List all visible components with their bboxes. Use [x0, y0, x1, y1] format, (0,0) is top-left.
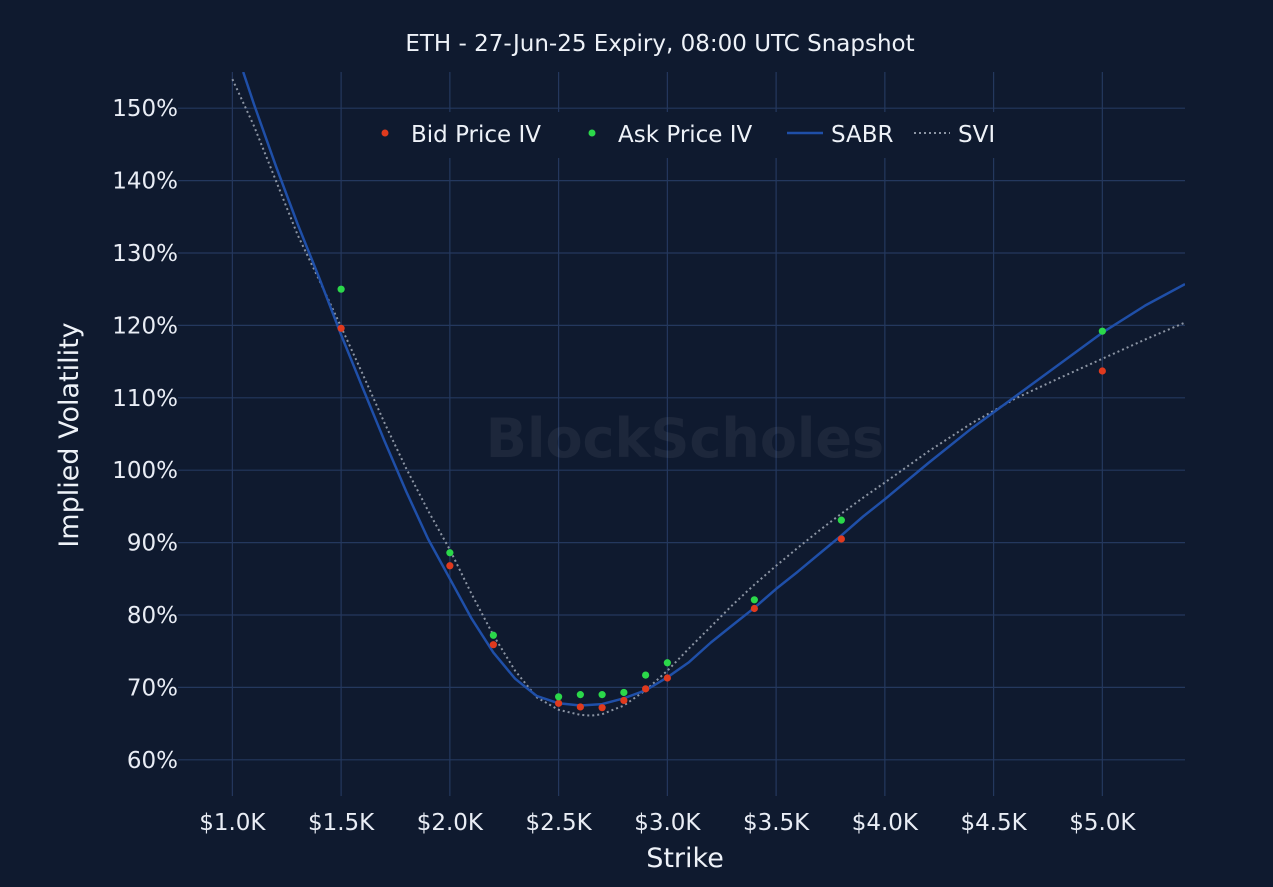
legend: Bid Price IV Ask Price IV SABR SVI	[365, 112, 1013, 158]
x-tick-label: $1.5K	[308, 810, 375, 836]
watermark-text: BlockScholes	[486, 407, 884, 470]
bid-iv-point[interactable]	[446, 562, 454, 570]
legend-sabr-label: SABR	[831, 122, 894, 148]
ask-iv-point[interactable]	[837, 516, 845, 524]
legend-ask-marker-icon	[588, 129, 596, 137]
x-tick-label: $2.0K	[417, 810, 484, 836]
x-tick-label: $1.0K	[199, 810, 266, 836]
x-tick-label: $4.5K	[960, 810, 1027, 836]
axis-layer: $1.0K $1.5K $2.0K $2.5K $3.0K $3.5K $4.0K $4.5K…	[112, 96, 1136, 836]
legend-svi-label: SVI	[958, 122, 995, 148]
ask-iv-point[interactable]	[620, 688, 628, 697]
ask-iv-point[interactable]	[1098, 327, 1106, 335]
y-tick-label: 90%	[127, 531, 178, 557]
x-tick-label: $4.0K	[852, 810, 919, 836]
y-tick-label: 140%	[112, 169, 178, 195]
x-axis-title: Strike	[646, 843, 724, 874]
legend-item-svi[interactable]: SVI	[914, 122, 995, 148]
ask-iv-point[interactable]	[555, 693, 563, 701]
bid-iv-point[interactable]	[598, 704, 606, 712]
x-tick-label: $2.5K	[525, 810, 592, 836]
legend-item-ask[interactable]: Ask Price IV	[588, 122, 753, 148]
x-tick-label: $5.0K	[1069, 810, 1136, 836]
bid-iv-point[interactable]	[663, 674, 671, 682]
bid-iv-point[interactable]	[1098, 367, 1106, 375]
bid-iv-point[interactable]	[337, 324, 345, 332]
legend-item-bid[interactable]: Bid Price IV	[381, 122, 542, 148]
y-tick-label: 150%	[112, 96, 178, 122]
ask-iv-point[interactable]	[337, 285, 345, 293]
bid-iv-point[interactable]	[642, 685, 650, 693]
ask-iv-point[interactable]	[642, 671, 650, 679]
ask-iv-point[interactable]	[598, 691, 606, 699]
svi-curve-line	[231, 78, 1185, 717]
y-tick-label: 100%	[112, 458, 178, 484]
legend-item-sabr[interactable]: SABR	[787, 122, 894, 148]
y-tick-label: 110%	[112, 386, 178, 412]
ask-iv-point[interactable]	[663, 659, 671, 667]
y-tick-label: 60%	[127, 748, 178, 774]
sabr-curve-line	[242, 72, 1185, 707]
x-tick-label: $3.5K	[743, 810, 810, 836]
x-tick-label: $3.0K	[634, 810, 701, 836]
y-axis-title: Implied Volatility	[54, 322, 85, 547]
legend-background	[365, 112, 1013, 158]
ask-iv-point[interactable]	[576, 691, 584, 699]
y-tick-label: 70%	[127, 675, 178, 701]
legend-ask-label: Ask Price IV	[618, 122, 753, 148]
legend-bid-marker-icon	[381, 129, 389, 137]
y-tick-label: 80%	[127, 603, 178, 629]
legend-bid-label: Bid Price IV	[411, 122, 541, 148]
grid-layer	[178, 72, 1185, 796]
series-layer	[231, 72, 1185, 717]
chart-title: ETH - 27-Jun-25 Expiry, 08:00 UTC Snapsh…	[405, 31, 914, 57]
y-tick-label: 120%	[112, 313, 178, 339]
bid-iv-point[interactable]	[489, 641, 497, 649]
bid-iv-point[interactable]	[555, 699, 563, 707]
bid-iv-point[interactable]	[576, 703, 584, 711]
bid-iv-point[interactable]	[750, 604, 758, 613]
y-tick-label: 130%	[112, 241, 178, 267]
ask-iv-point[interactable]	[446, 549, 454, 557]
bid-iv-point[interactable]	[620, 696, 628, 705]
ask-iv-point[interactable]	[750, 596, 758, 604]
ask-iv-point[interactable]	[489, 631, 497, 639]
bid-iv-point[interactable]	[837, 535, 845, 543]
